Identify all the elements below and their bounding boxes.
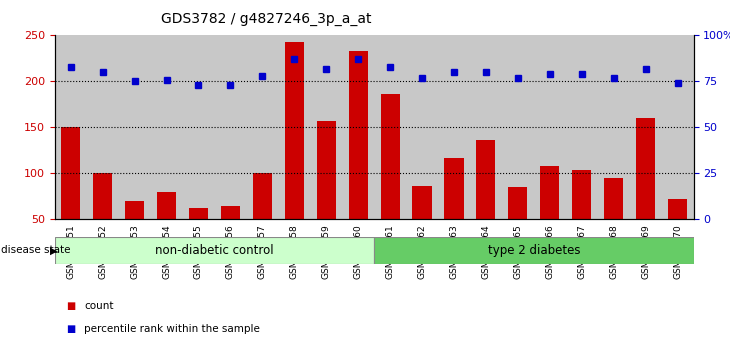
Bar [182,35,215,219]
Bar [476,140,496,266]
Bar [374,35,406,219]
Bar [342,35,374,219]
Bar [215,35,247,219]
Bar [247,35,278,219]
Bar [221,206,240,266]
Bar [150,35,182,219]
Bar [412,186,431,266]
Bar [629,35,661,219]
Bar [668,199,687,266]
Bar [380,94,400,266]
Bar [470,35,502,219]
Bar [604,178,623,266]
Bar [349,51,368,266]
Bar [572,170,591,266]
Bar [566,35,598,219]
Bar [253,173,272,266]
Text: disease state: disease state [1,245,71,255]
Text: count: count [84,301,113,311]
Text: ▶: ▶ [50,245,57,255]
Bar [636,118,656,266]
Bar [317,121,336,266]
Bar [406,35,438,219]
Bar [374,237,694,264]
Bar [189,207,208,266]
Bar [445,158,464,266]
Bar [598,35,629,219]
Bar [55,237,374,264]
Bar [502,35,534,219]
Text: non-diabetic control: non-diabetic control [155,244,274,257]
Bar [661,35,694,219]
Text: ■: ■ [66,301,75,311]
Text: ■: ■ [66,324,75,334]
Bar [540,166,559,266]
Bar [508,187,527,266]
Bar [534,35,566,219]
Text: percentile rank within the sample: percentile rank within the sample [84,324,260,334]
Bar [310,35,342,219]
Bar [55,35,87,219]
Bar [125,201,144,266]
Bar [118,35,150,219]
Bar [61,127,80,266]
Bar [278,35,310,219]
Text: type 2 diabetes: type 2 diabetes [488,244,580,257]
Bar [285,42,304,266]
Bar [438,35,470,219]
Text: GDS3782 / g4827246_3p_a_at: GDS3782 / g4827246_3p_a_at [161,12,371,27]
Bar [157,192,176,266]
Bar [87,35,118,219]
Bar [93,173,112,266]
